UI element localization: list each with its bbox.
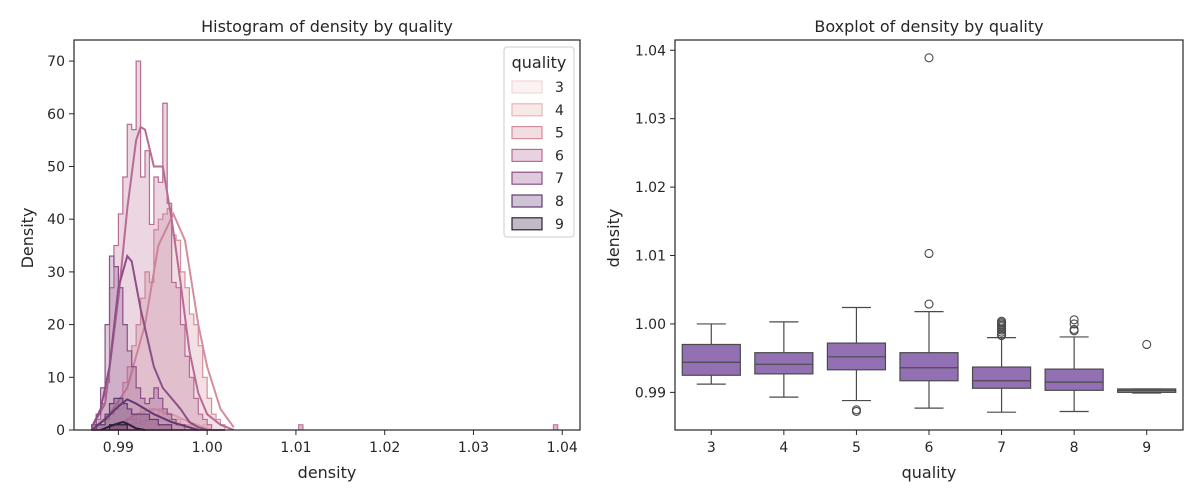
y-tick-label: 70	[47, 54, 65, 70]
y-tick-label: 0	[56, 423, 65, 439]
y-tick-label: 30	[47, 265, 65, 281]
histogram-axes-frame	[73, 39, 581, 431]
y-tick-label: 40	[47, 212, 65, 228]
y-tick-label: 1.02	[635, 180, 666, 196]
outlier-point	[851, 405, 861, 415]
x-tick-label: 1.04	[547, 440, 578, 456]
hist-series-6	[90, 60, 235, 431]
histogram-title: Histogram of density by quality	[201, 17, 453, 36]
boxplot-x-axis-label: quality	[902, 463, 957, 482]
legend-swatch-4	[511, 103, 543, 117]
outlier-point	[924, 248, 934, 259]
kde-line-7	[90, 253, 208, 431]
boxplot-plot-area	[674, 39, 1184, 431]
legend-swatch-8	[511, 194, 543, 208]
hist-bar-outlier	[298, 424, 304, 431]
histogram-legend: quality 3 4 5 6 7 8 9	[503, 46, 575, 238]
box-iqr	[1044, 368, 1104, 391]
x-tick-label: 1.01	[280, 440, 311, 456]
legend-title: quality	[512, 53, 567, 72]
boxplot-x-ticks: 3 4 5 6 7 8 9	[707, 430, 1151, 456]
y-tick-label: 1.04	[635, 43, 666, 59]
outlier-point	[924, 53, 934, 63]
x-tick-label: 1.03	[458, 440, 489, 456]
legend-swatch-3	[511, 80, 543, 94]
y-tick-label: 10	[47, 370, 65, 386]
legend-swatch-9	[511, 217, 543, 231]
legend-swatch-5	[511, 125, 543, 140]
boxplot-y-axis-label: density	[604, 209, 623, 268]
box-iqr	[681, 343, 741, 376]
y-tick-label: 0.99	[635, 385, 666, 401]
box-iqr	[754, 352, 814, 375]
box-iqr	[899, 352, 959, 382]
y-tick-label: 50	[47, 159, 65, 175]
hist-step-6	[91, 60, 225, 431]
hist-step-5	[91, 208, 226, 431]
histogram-y-ticks: 0 10 20 30 40 50 60 70	[47, 54, 74, 439]
box-quality-3	[681, 323, 741, 385]
outlier-point	[1069, 315, 1079, 325]
box-iqr	[971, 366, 1032, 389]
histogram-panel: Histogram of density by quality 0 10 20 30 4…	[18, 17, 581, 482]
box-quality-6	[899, 53, 959, 409]
outlier-point	[997, 316, 1007, 326]
y-tick-label: 60	[47, 107, 65, 123]
x-tick-label: 0.99	[103, 440, 134, 456]
legend-label-4: 4	[555, 103, 564, 119]
legend-label-9: 9	[555, 217, 564, 233]
legend-label-3: 3	[555, 80, 564, 96]
y-tick-label: 1.03	[635, 112, 666, 128]
legend-label-7: 7	[555, 171, 564, 187]
x-tick-label: 7	[997, 440, 1006, 456]
x-tick-label: 3	[707, 440, 716, 456]
legend-entries: 3 4 5 6 7 8 9	[511, 80, 564, 233]
boxplot-panel: Boxplot of density by quality 0.99 1.00 1.…	[604, 17, 1184, 482]
histogram-x-axis-label: density	[298, 463, 357, 482]
boxplot-y-ticks: 0.99 1.00 1.01 1.02 1.03 1.04	[635, 43, 675, 401]
legend-label-8: 8	[555, 194, 564, 210]
outlier-point	[1069, 324, 1079, 334]
box-quality-7	[971, 316, 1032, 413]
kde-line-9	[100, 421, 146, 431]
outlier-point	[924, 299, 934, 309]
x-tick-label: 1.00	[192, 440, 223, 456]
legend-label-5: 5	[555, 126, 564, 142]
kde-line-5	[91, 211, 235, 431]
x-tick-label: 6	[925, 440, 934, 456]
y-tick-label: 1.00	[635, 317, 666, 333]
legend-swatch-6	[511, 148, 543, 162]
x-tick-label: 9	[1142, 440, 1151, 456]
legend-frame	[503, 46, 575, 238]
box-quality-4	[754, 321, 814, 398]
kde-line-6	[90, 125, 235, 431]
hist-series-5	[91, 208, 235, 431]
histogram-plot-area	[73, 39, 581, 431]
box-quality-8	[1044, 315, 1104, 413]
legend-swatch-7	[511, 171, 543, 185]
histogram-x-ticks: 0.99 1.00 1.01 1.02 1.03 1.04	[103, 430, 578, 456]
boxplot-title: Boxplot of density by quality	[814, 17, 1043, 36]
outlier-point	[1069, 319, 1079, 329]
hist-bar-outlier	[552, 424, 559, 431]
x-tick-label: 1.02	[369, 440, 400, 456]
x-tick-label: 5	[852, 440, 861, 456]
y-tick-label: 1.01	[635, 249, 666, 265]
x-tick-label: 8	[1070, 440, 1079, 456]
box-quality-9	[1117, 339, 1177, 394]
x-tick-label: 4	[779, 440, 788, 456]
box-quality-5	[826, 306, 887, 416]
kde-line-8	[91, 398, 199, 431]
y-tick-label: 20	[47, 318, 65, 334]
histogram-y-axis-label: Density	[18, 208, 37, 269]
legend-label-6: 6	[555, 148, 564, 164]
outlier-point	[1142, 339, 1152, 350]
